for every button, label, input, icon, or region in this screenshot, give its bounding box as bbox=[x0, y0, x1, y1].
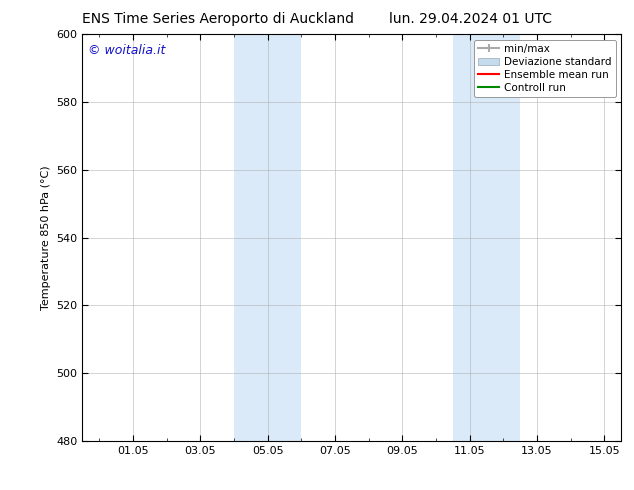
Text: ENS Time Series Aeroporto di Auckland        lun. 29.04.2024 01 UTC: ENS Time Series Aeroporto di Auckland lu… bbox=[82, 12, 552, 26]
Bar bbox=[234, 34, 301, 441]
Legend: min/max, Deviazione standard, Ensemble mean run, Controll run: min/max, Deviazione standard, Ensemble m… bbox=[474, 40, 616, 97]
Text: © woitalia.it: © woitalia.it bbox=[87, 45, 165, 57]
Bar bbox=[453, 34, 521, 441]
Y-axis label: Temperature 850 hPa (°C): Temperature 850 hPa (°C) bbox=[41, 165, 51, 310]
